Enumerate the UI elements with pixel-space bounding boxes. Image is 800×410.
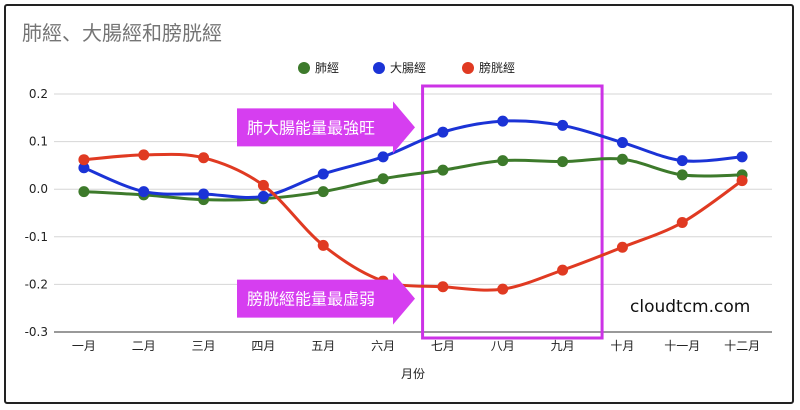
x-tick-label: 六月 [371,339,395,353]
legend-marker [298,62,310,74]
data-point [198,152,210,164]
data-point [78,154,90,166]
line-chart: 肺經、大腸經和膀胱經 肺經 大腸經 膀胱經 0.2 0.1 0.0 -0.1 -0.2 -0.… [22,21,772,381]
data-point [138,186,150,198]
x-tick-label: 十一月 [664,339,700,353]
legend-label: 大腸經 [390,61,426,75]
callout-text: 肺大腸能量最強旺 [247,118,375,137]
watermark-text: cloudtcm.com [630,297,750,317]
data-point [198,188,210,200]
data-point [497,155,509,167]
data-point [676,169,688,181]
series-line [83,119,743,199]
callout-arrow [237,272,415,325]
data-point [736,175,748,187]
data-point [497,283,509,295]
x-tick-label: 九月 [551,339,575,353]
legend-marker [373,62,385,74]
x-tick-label: 五月 [311,339,335,353]
data-point [317,168,329,180]
data-point [317,186,329,198]
data-point [616,241,628,253]
data-point [497,115,509,127]
gridlines [54,93,772,333]
callout-text: 膀胱經能量最虛弱 [247,290,375,309]
data-point [377,173,389,185]
data-point [437,281,449,293]
legend-marker [462,62,474,74]
data-point [257,190,269,202]
chart-title: 肺經、大腸經和膀胱經 [22,21,222,45]
x-tick-label: 十月 [610,339,634,353]
y-tick-label: 0.2 [29,87,48,101]
x-axis-title: 月份 [401,367,425,381]
chart-frame: 肺經、大腸經和膀胱經 肺經 大腸經 膀胱經 0.2 0.1 0.0 -0.1 -0.2 -0.… [4,4,794,404]
x-tick-label: 三月 [192,339,216,353]
x-tick-label: 二月 [132,339,156,353]
y-tick-label: 0.1 [29,135,48,149]
y-tick-label: -0.3 [25,325,48,339]
data-point [557,264,569,276]
x-tick-label: 七月 [431,339,455,353]
data-point [616,153,628,165]
data-point [78,186,90,198]
data-point [557,119,569,131]
y-tick-label: -0.2 [25,277,48,291]
data-point [317,239,329,251]
data-point [676,217,688,229]
data-point [736,151,748,163]
data-point [557,156,569,168]
y-tick-label: -0.1 [25,230,48,244]
x-tick-label: 四月 [251,339,275,353]
axis-labels: 0.2 0.1 0.0 -0.1 -0.2 -0.3 一月 二月 三月 四月 五月 六月 七月 八月 九月 十… [25,87,761,353]
x-tick-label: 八月 [491,339,515,353]
data-point [616,137,628,149]
legend-label: 膀胱經 [479,60,515,75]
data-point [257,179,269,191]
y-tick-label: 0.0 [29,182,48,196]
data-point [377,151,389,163]
series-layer [78,115,748,295]
data-point [676,155,688,167]
highlight-layer [421,84,604,340]
legend: 肺經 大腸經 膀胱經 [298,60,515,75]
highlight-box [421,84,604,340]
data-point [437,126,449,138]
x-tick-label: 十二月 [724,339,760,353]
data-point [78,162,90,174]
x-tick-label: 一月 [72,339,96,353]
data-point [437,164,449,176]
data-point [138,149,150,161]
callout-arrow [237,101,415,154]
legend-label: 肺經 [315,61,339,75]
